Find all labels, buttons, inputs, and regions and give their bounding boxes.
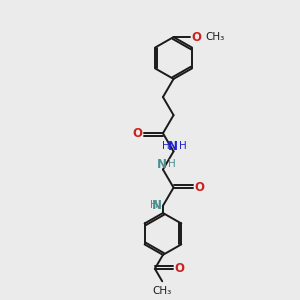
Text: N: N <box>152 199 162 212</box>
Text: N: N <box>158 158 167 171</box>
Text: O: O <box>132 127 142 140</box>
Text: O: O <box>191 31 201 44</box>
Text: CH₃: CH₃ <box>153 286 172 296</box>
Text: H: H <box>150 200 158 210</box>
Text: O: O <box>174 262 184 275</box>
Text: O: O <box>194 181 205 194</box>
Text: H: H <box>179 141 187 151</box>
Text: CH₃: CH₃ <box>205 32 224 42</box>
Text: H: H <box>168 159 176 169</box>
Text: H: H <box>162 141 170 151</box>
Text: N: N <box>168 140 178 153</box>
